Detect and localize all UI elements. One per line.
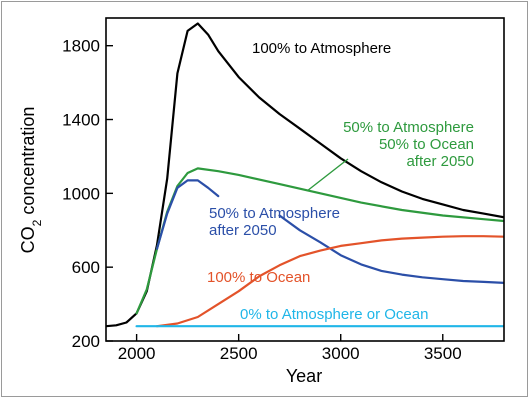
y-tick-label: 1400	[62, 111, 100, 130]
series-line-1	[135, 167, 504, 315]
series-line-3	[278, 214, 504, 284]
ticks-layer: 2000 2500 3000 3500 200 600 1000 1400 1800	[62, 37, 462, 363]
series-line-4	[155, 235, 504, 328]
annotation-line: 50% to Atmosphere	[209, 205, 340, 222]
annotation-line: after 2050	[406, 153, 474, 170]
annotation-line: 0% to Atmosphere or Ocean	[240, 306, 428, 323]
half-leader-line	[306, 158, 349, 192]
y-axis-title-rest: concentration	[18, 107, 38, 220]
x-tick-label: 2500	[220, 344, 258, 363]
y-axis-title: CO2 concentration	[18, 107, 44, 254]
annotation-atm: 100% to Atmosphere	[252, 40, 391, 57]
annotation-ocean: 100% to Ocean	[207, 269, 310, 286]
series-line-2	[155, 179, 220, 250]
y-tick-label: 200	[72, 332, 100, 351]
plot-area-border	[105, 17, 505, 342]
annotation-line: after 2050	[209, 222, 277, 239]
annotation-half: 50% to Atmosphere 50% to Ocean after 2050	[343, 119, 474, 170]
annotation-line: 100% to Ocean	[207, 269, 310, 286]
annotation-line: 50% to Ocean	[379, 136, 474, 153]
annotation-line: 50% to Atmosphere	[343, 119, 474, 136]
series-layer	[106, 22, 504, 328]
y-tick-label: 600	[72, 258, 100, 277]
x-axis-title: Year	[286, 366, 322, 386]
y-axis-title-main: CO	[18, 226, 38, 253]
x-tick-label: 3500	[424, 344, 462, 363]
annotation-halfatm: 50% to Atmosphere after 2050	[209, 205, 340, 239]
x-tick-label: 3000	[322, 344, 360, 363]
y-tick-label: 1000	[62, 184, 100, 203]
y-tick-label: 1800	[62, 37, 100, 56]
annotation-zero: 0% to Atmosphere or Ocean	[240, 306, 428, 323]
x-tick-label: 2000	[118, 344, 156, 363]
annotation-line: 100% to Atmosphere	[252, 40, 391, 57]
y-axis-title-sub: 2	[30, 219, 44, 226]
